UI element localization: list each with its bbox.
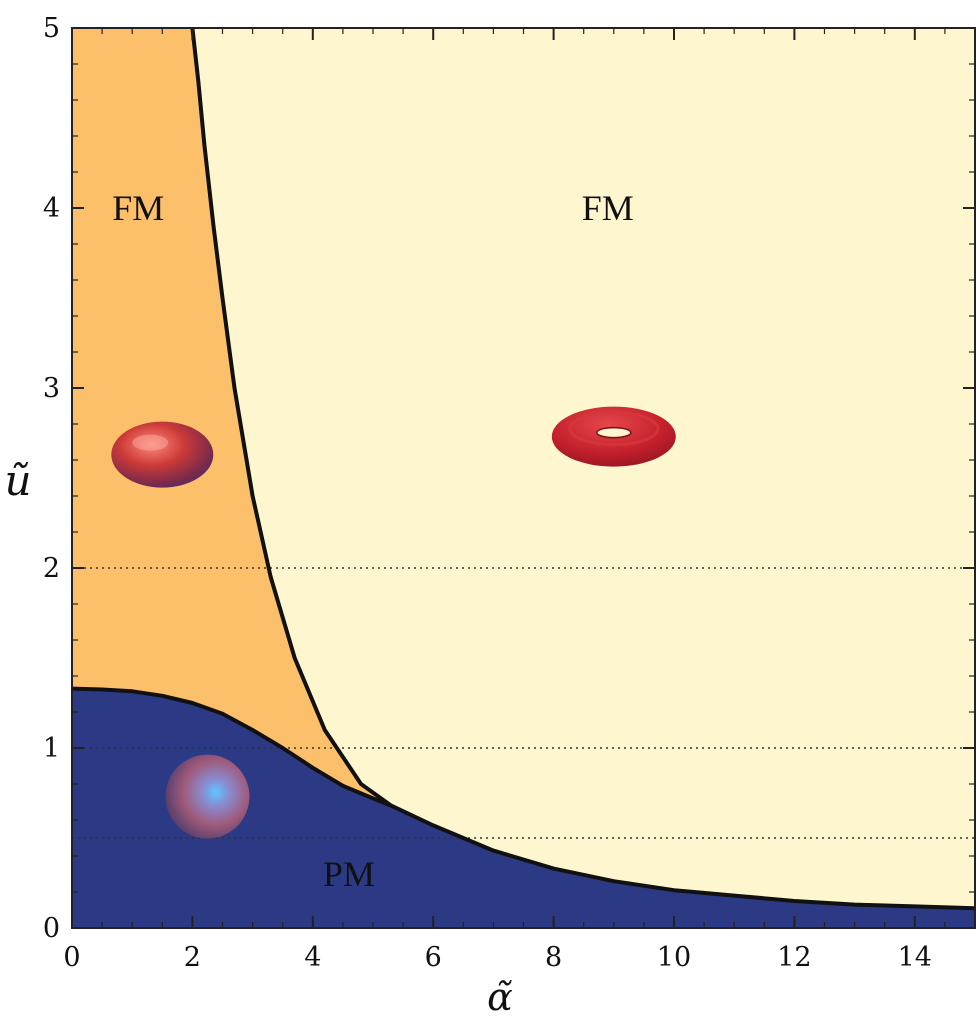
x-tick-label: 8 <box>545 942 562 973</box>
y-tick-label: 2 <box>43 553 60 584</box>
sphere-icon <box>165 754 250 839</box>
x-tick-label: 14 <box>898 942 932 973</box>
x-tick-label: 12 <box>777 942 811 973</box>
x-tick-label: 10 <box>657 942 691 973</box>
boundary-line-1 <box>72 686 975 911</box>
region-label-pm-2: PM <box>323 854 375 894</box>
y-tick-label: 4 <box>43 193 60 224</box>
region-label-fm-1: FM <box>582 188 634 228</box>
y-tick-label: 3 <box>43 373 60 404</box>
plot-area: FM FM PM <box>72 28 975 928</box>
x-axis-title: α̃ <box>487 975 513 1019</box>
fm-left-region <box>72 28 392 806</box>
x-tick-label: 0 <box>63 942 80 973</box>
oblate-spheroid-icon <box>111 421 214 488</box>
x-tick-label: 2 <box>184 942 201 973</box>
pm-region <box>72 688 975 928</box>
y-tick-label: 1 <box>43 733 60 764</box>
y-tick-label: 0 <box>43 913 60 944</box>
x-tick-label: 4 <box>304 942 321 973</box>
boundary-line-0 <box>190 28 394 808</box>
y-axis-title: ũ <box>4 456 31 505</box>
torus-icon <box>551 406 676 467</box>
x-tick-label: 6 <box>425 942 442 973</box>
y-tick-label: 5 <box>43 13 60 44</box>
region-label-fm-0: FM <box>112 188 164 228</box>
